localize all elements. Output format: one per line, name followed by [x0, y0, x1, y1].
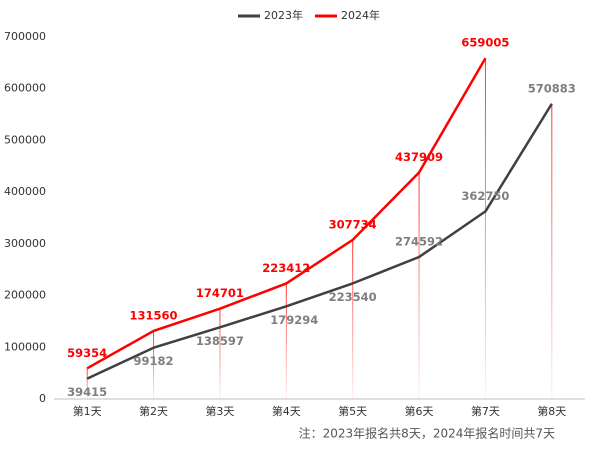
x-tick-label: 第8天: [537, 404, 566, 418]
data-label: 99182: [134, 354, 174, 368]
y-tick-label: 0: [39, 392, 46, 405]
series-line: [86, 103, 553, 380]
data-label: 307734: [329, 217, 377, 231]
x-tick-label: 第2天: [139, 404, 168, 418]
drop-line: [352, 239, 354, 399]
x-tick-label: 第5天: [338, 404, 367, 418]
drop-line: [86, 368, 88, 399]
drop-line: [551, 103, 553, 399]
data-label: 131560: [130, 308, 178, 322]
x-tick-label: 第7天: [471, 404, 500, 418]
y-tick-label: 700000: [4, 30, 46, 43]
data-label: 362750: [461, 189, 509, 203]
data-label: 437909: [395, 150, 443, 164]
data-label: 179294: [270, 313, 318, 327]
y-tick-label: 200000: [4, 289, 46, 302]
x-tick-label: 第3天: [205, 404, 234, 418]
y-tick-label: 400000: [4, 185, 46, 198]
drop-line: [285, 283, 287, 399]
data-label: 59354: [67, 346, 107, 360]
x-tick-label: 第1天: [73, 404, 102, 418]
data-label: 39415: [67, 385, 107, 399]
legend-label: 2024年: [341, 8, 380, 22]
data-label: 223412: [262, 261, 310, 275]
legend-label: 2023年: [264, 8, 303, 22]
data-label: 138597: [196, 334, 244, 348]
series-line: [86, 57, 487, 370]
drop-line: [153, 330, 155, 399]
data-label: 274592: [395, 234, 443, 248]
y-tick-label: 600000: [4, 82, 46, 95]
drop-line: [418, 172, 420, 399]
drop-line: [484, 58, 486, 400]
annotation: 注：2023年报名共8天，2024年报名时间共7天: [299, 426, 555, 441]
data-label: 174701: [196, 286, 244, 300]
y-tick-label: 500000: [4, 133, 46, 146]
data-label: 659005: [461, 36, 509, 50]
x-tick-label: 第4天: [272, 404, 301, 418]
data-label: 570883: [528, 81, 576, 95]
y-tick-label: 300000: [4, 237, 46, 250]
x-tick-label: 第6天: [405, 404, 434, 418]
y-tick-label: 100000: [4, 340, 46, 353]
drop-line: [219, 308, 221, 399]
data-label: 223540: [329, 290, 377, 304]
